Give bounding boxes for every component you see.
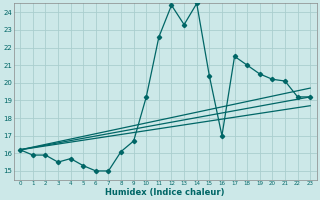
X-axis label: Humidex (Indice chaleur): Humidex (Indice chaleur) [106, 188, 225, 197]
